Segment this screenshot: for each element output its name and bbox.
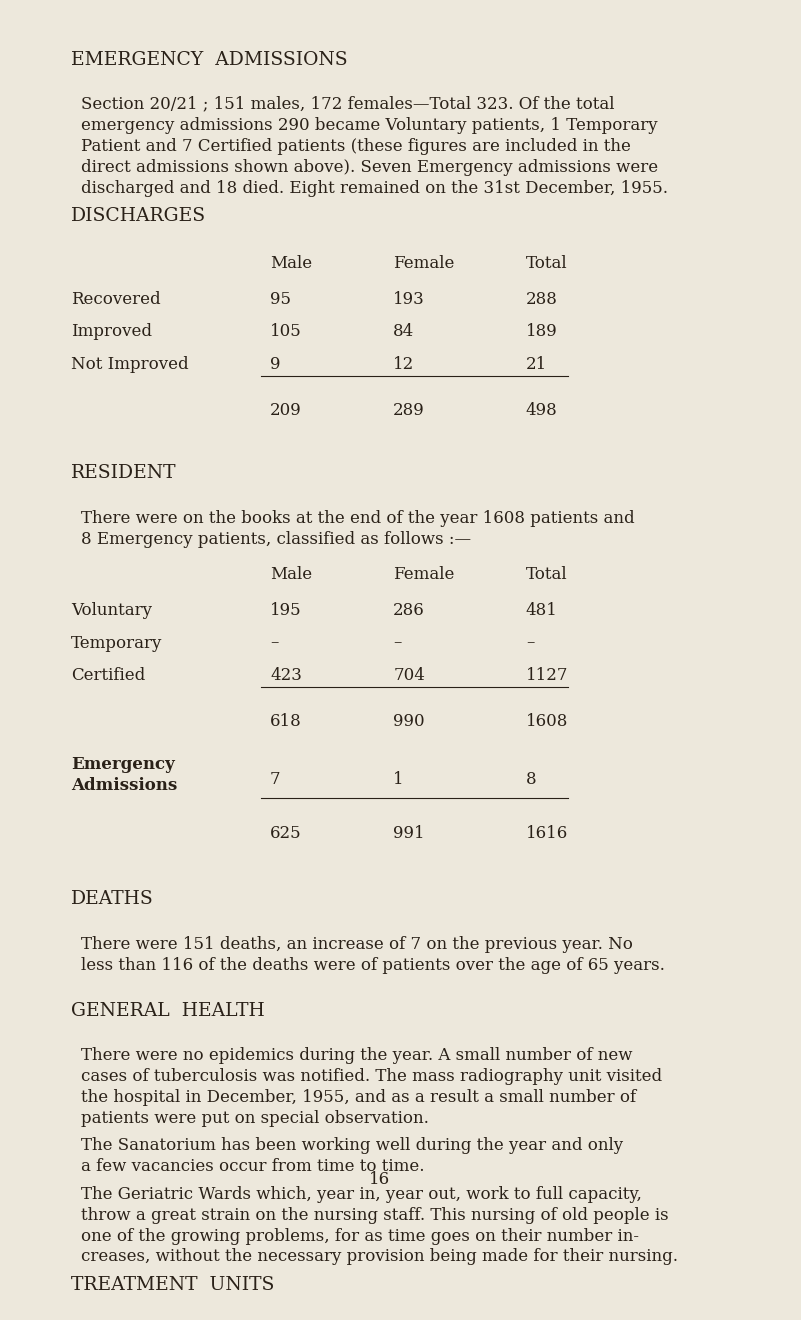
Text: 16: 16 bbox=[369, 1171, 390, 1188]
Text: direct admissions shown above). Seven Emergency admissions were: direct admissions shown above). Seven Em… bbox=[81, 158, 658, 176]
Text: a few vacancies occur from time to time.: a few vacancies occur from time to time. bbox=[81, 1159, 424, 1175]
Text: 481: 481 bbox=[525, 602, 557, 619]
Text: The Geriatric Wards which, year in, year out, work to full capacity,: The Geriatric Wards which, year in, year… bbox=[81, 1185, 642, 1203]
Text: Female: Female bbox=[393, 566, 454, 583]
Text: EMERGENCY  ADMISSIONS: EMERGENCY ADMISSIONS bbox=[71, 51, 348, 70]
Text: TREATMENT  UNITS: TREATMENT UNITS bbox=[71, 1275, 275, 1294]
Text: Emergency: Emergency bbox=[71, 756, 175, 774]
Text: less than 116 of the deaths were of patients over the age of 65 years.: less than 116 of the deaths were of pati… bbox=[81, 957, 664, 974]
Text: 1608: 1608 bbox=[525, 713, 568, 730]
Text: 105: 105 bbox=[270, 323, 302, 341]
Text: Female: Female bbox=[393, 255, 454, 272]
Text: Voluntary: Voluntary bbox=[71, 602, 152, 619]
Text: There were 151 deaths, an increase of 7 on the previous year. No: There were 151 deaths, an increase of 7 … bbox=[81, 936, 633, 953]
Text: 288: 288 bbox=[525, 290, 557, 308]
Text: patients were put on special observation.: patients were put on special observation… bbox=[81, 1110, 429, 1127]
Text: 95: 95 bbox=[270, 290, 291, 308]
Text: 9: 9 bbox=[270, 356, 280, 372]
Text: 84: 84 bbox=[393, 323, 414, 341]
Text: discharged and 18 died. Eight remained on the 31st December, 1955.: discharged and 18 died. Eight remained o… bbox=[81, 180, 667, 197]
Text: the hospital in December, 1955, and as a result a small number of: the hospital in December, 1955, and as a… bbox=[81, 1089, 636, 1106]
Text: emergency admissions 290 became Voluntary patients, 1 Temporary: emergency admissions 290 became Voluntar… bbox=[81, 116, 657, 133]
Text: creases, without the necessary provision being made for their nursing.: creases, without the necessary provision… bbox=[81, 1249, 678, 1266]
Text: –: – bbox=[525, 635, 534, 652]
Text: There were on the books at the end of the year 1608 patients and: There were on the books at the end of th… bbox=[81, 510, 634, 527]
Text: The Sanatorium has been working well during the year and only: The Sanatorium has been working well dur… bbox=[81, 1138, 622, 1155]
Text: 423: 423 bbox=[270, 667, 302, 684]
Text: 1616: 1616 bbox=[525, 825, 568, 842]
Text: –: – bbox=[393, 635, 401, 652]
Text: 1: 1 bbox=[393, 771, 404, 788]
Text: 189: 189 bbox=[525, 323, 557, 341]
Text: –: – bbox=[270, 635, 279, 652]
Text: GENERAL  HEALTH: GENERAL HEALTH bbox=[71, 1002, 265, 1020]
Text: 12: 12 bbox=[393, 356, 414, 372]
Text: Certified: Certified bbox=[71, 667, 145, 684]
Text: 286: 286 bbox=[393, 602, 425, 619]
Text: 625: 625 bbox=[270, 825, 302, 842]
Text: DEATHS: DEATHS bbox=[71, 891, 154, 908]
Text: 991: 991 bbox=[393, 825, 425, 842]
Text: one of the growing problems, for as time goes on their number in­: one of the growing problems, for as time… bbox=[81, 1228, 638, 1245]
Text: Patient and 7 Certified patients (these figures are included in the: Patient and 7 Certified patients (these … bbox=[81, 137, 630, 154]
Text: 195: 195 bbox=[270, 602, 302, 619]
Text: 193: 193 bbox=[393, 290, 425, 308]
Text: 1127: 1127 bbox=[525, 667, 569, 684]
Text: 7: 7 bbox=[270, 771, 280, 788]
Text: throw a great strain on the nursing staff. This nursing of old people is: throw a great strain on the nursing staf… bbox=[81, 1206, 668, 1224]
Text: Temporary: Temporary bbox=[71, 635, 163, 652]
Text: 990: 990 bbox=[393, 713, 425, 730]
Text: Admissions: Admissions bbox=[71, 777, 177, 795]
Text: Recovered: Recovered bbox=[71, 290, 161, 308]
Text: cases of tuberculosis was notified. The mass radiography unit visited: cases of tuberculosis was notified. The … bbox=[81, 1068, 662, 1085]
Text: 704: 704 bbox=[393, 667, 425, 684]
Text: Section 20/21 ; 151 males, 172 females—Total 323. Of the total: Section 20/21 ; 151 males, 172 females—T… bbox=[81, 96, 614, 112]
Text: Total: Total bbox=[525, 566, 567, 583]
Text: 8 Emergency patients, classified as follows :—: 8 Emergency patients, classified as foll… bbox=[81, 531, 471, 548]
Text: Male: Male bbox=[270, 255, 312, 272]
Text: 498: 498 bbox=[525, 403, 557, 420]
Text: DISCHARGES: DISCHARGES bbox=[71, 207, 206, 226]
Text: Total: Total bbox=[525, 255, 567, 272]
Text: Male: Male bbox=[270, 566, 312, 583]
Text: RESIDENT: RESIDENT bbox=[71, 465, 176, 482]
Text: 21: 21 bbox=[525, 356, 547, 372]
Text: Not Improved: Not Improved bbox=[71, 356, 189, 372]
Text: 8: 8 bbox=[525, 771, 537, 788]
Text: 618: 618 bbox=[270, 713, 302, 730]
Text: 289: 289 bbox=[393, 403, 425, 420]
Text: There were no epidemics during the year. A small number of new: There were no epidemics during the year.… bbox=[81, 1047, 632, 1064]
Text: 209: 209 bbox=[270, 403, 302, 420]
Text: Improved: Improved bbox=[71, 323, 152, 341]
